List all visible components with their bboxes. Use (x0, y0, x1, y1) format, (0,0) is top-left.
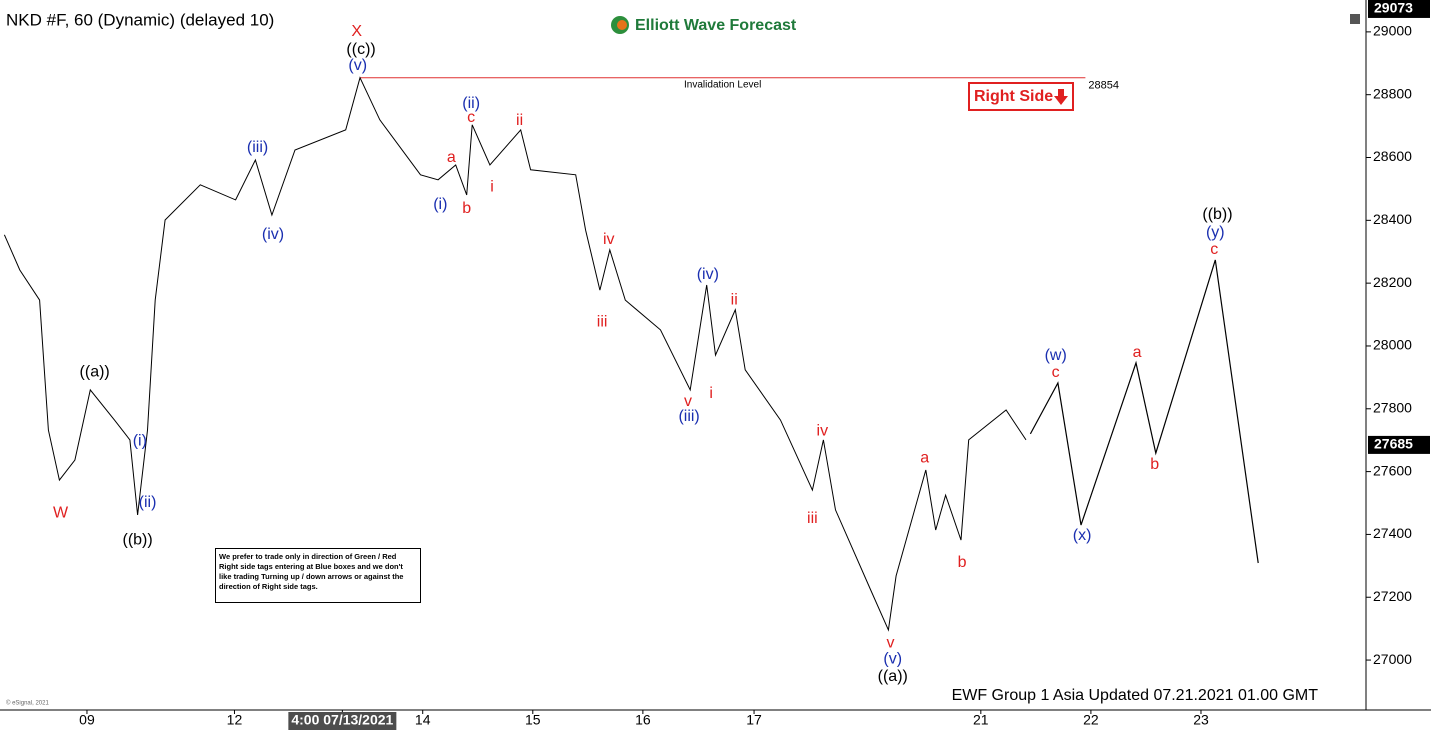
down-arrow (1054, 89, 1068, 105)
right-side-label: Right Side (974, 88, 1053, 105)
wave-label: W (53, 504, 69, 521)
invalidation-label: Invalidation Level (684, 79, 761, 90)
y-tick-label: 27800 (1373, 399, 1412, 415)
wave-label: iv (603, 231, 615, 248)
x-tick-highlight (288, 712, 397, 730)
wave-label: (y) (1206, 224, 1225, 241)
wave-label: i (709, 385, 713, 402)
wave-label: b (958, 554, 967, 571)
y-tick-label: 28400 (1373, 211, 1412, 227)
top-price-tag-box (1368, 0, 1430, 18)
wave-label: iii (597, 313, 608, 330)
x-tick-label: 22 (1083, 712, 1099, 728)
y-tick-label: 27400 (1373, 525, 1412, 541)
wave-label: i (490, 178, 494, 195)
wave-label: (iv) (697, 266, 719, 283)
wave-label: c (1052, 364, 1060, 381)
chart-title: NKD #F, 60 (Dynamic) (delayed 10) (6, 10, 274, 29)
footer: EWF Group 1 Asia Updated 07.21.2021 01.0… (952, 687, 1319, 704)
wave-label: b (462, 200, 471, 217)
wave-label: (iii) (678, 408, 699, 425)
y-tick-label: 28000 (1373, 337, 1412, 353)
wave-label: ii (516, 112, 523, 129)
wave-label: iv (817, 422, 829, 439)
logo: Elliott Wave Forecast (635, 17, 797, 34)
y-tick-label: 27000 (1373, 651, 1412, 667)
x-tick-label: 09 (79, 712, 95, 728)
note: We prefer to trade only in direction of … (215, 548, 421, 603)
wave-label: (iv) (262, 226, 284, 243)
wave-label: v (684, 393, 692, 410)
wave-label: (v) (348, 57, 367, 74)
x-tick-label: 23 (1193, 712, 1209, 728)
x-tick-label: 15 (525, 712, 541, 728)
last-price-tag: 27685 (1374, 436, 1413, 452)
wave-label: X (351, 23, 362, 40)
wave-label: a (920, 449, 929, 466)
wave-label: (i) (133, 432, 147, 449)
wave-label: ii (731, 291, 738, 308)
wave-label: a (1133, 344, 1142, 361)
logo-icon-inner (617, 20, 627, 30)
wave-label: (w) (1045, 347, 1067, 364)
x-tick-label: 21 (973, 712, 989, 728)
y-tick-label: 29000 (1373, 23, 1412, 39)
wave-label: iii (807, 510, 818, 527)
wave-label: (i) (433, 196, 447, 213)
y-tick-label: 27200 (1373, 588, 1412, 604)
y-tick-label: 28200 (1373, 274, 1412, 290)
wave-label: (iii) (247, 139, 268, 156)
y-tick-label: 27600 (1373, 462, 1412, 478)
wave-label: ((c)) (346, 41, 375, 58)
projection-line (1029, 259, 1259, 564)
wave-label: (x) (1073, 527, 1092, 544)
top-price-tag: 29073 (1374, 0, 1413, 16)
x-tick-label: 12 (227, 712, 243, 728)
wave-label: c (467, 109, 475, 126)
price-line (3, 76, 1027, 632)
copyright: © eSignal, 2021 (6, 700, 49, 707)
wave-label: ((b)) (1202, 206, 1232, 223)
wave-label: ((a)) (80, 363, 110, 380)
x-tick-label: 14 (415, 712, 431, 728)
wave-label: b (1150, 456, 1159, 473)
wave-label: ((a)) (878, 668, 908, 685)
wave-label: (ii) (462, 95, 480, 112)
x-tick-label: 17 (746, 712, 762, 728)
last-price-tag-box (1368, 435, 1430, 454)
wave-label: (v) (883, 650, 902, 667)
wave-label: (ii) (139, 494, 157, 511)
invalidation-value: 28854 (1088, 80, 1119, 92)
y-tick-label: 28600 (1373, 148, 1412, 164)
x-tick-label: 4:00 07/13/2021 (291, 712, 393, 728)
wave-label: v (887, 634, 895, 651)
wave-label: ((b)) (122, 531, 152, 548)
wave-label: a (447, 149, 456, 166)
wave-label: c (1210, 241, 1218, 258)
window-icon (1350, 14, 1360, 24)
x-tick-label: 16 (635, 712, 651, 728)
y-tick-label: 28800 (1373, 85, 1412, 101)
